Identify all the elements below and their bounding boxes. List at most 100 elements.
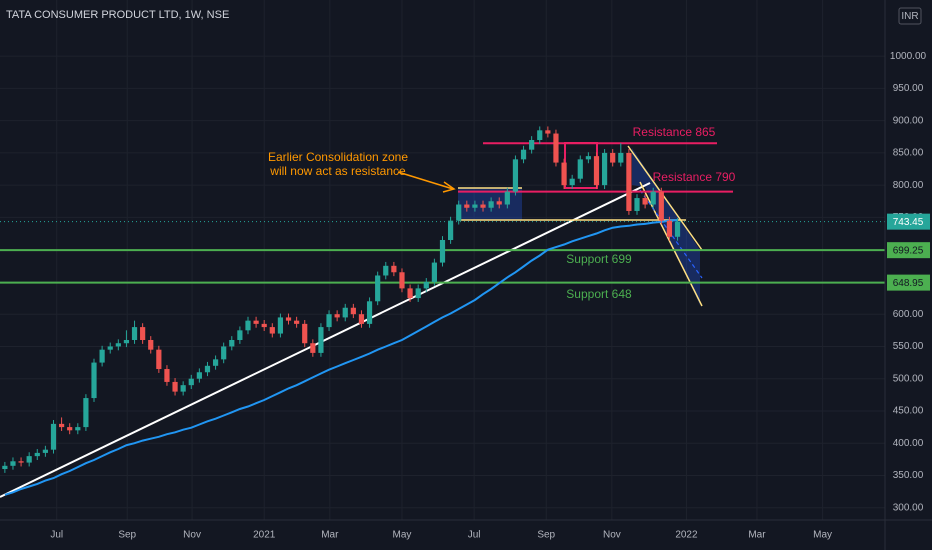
- x-tick-label: Mar: [321, 530, 339, 541]
- candle-body: [658, 191, 664, 221]
- candle-body: [642, 198, 648, 205]
- candle-body: [156, 349, 162, 370]
- candle-body: [99, 349, 105, 363]
- candle-body: [634, 198, 640, 211]
- candle-body: [34, 452, 40, 457]
- candle-body: [366, 301, 373, 324]
- candle-body: [269, 327, 275, 334]
- annotation: Earlier Consolidation zone: [268, 150, 408, 164]
- y-tick-label: 1000.00: [890, 51, 927, 62]
- candle-body: [480, 204, 486, 208]
- price-box-label: 699.25: [893, 245, 924, 256]
- price-box: [887, 242, 930, 259]
- candle-body: [350, 307, 356, 315]
- candle-body: [537, 130, 543, 140]
- candle-body: [42, 449, 48, 453]
- candle-body: [504, 191, 510, 205]
- y-tick-label: 600.00: [893, 309, 924, 320]
- x-tick-label: Nov: [183, 530, 201, 541]
- candle-body: [464, 204, 470, 208]
- price-box: [887, 213, 930, 230]
- candle-body: [601, 152, 608, 186]
- channel-lower: [639, 181, 703, 307]
- candle-body: [148, 340, 154, 350]
- x-tick-label: 2022: [675, 530, 698, 541]
- x-tick-label: Mar: [748, 530, 766, 541]
- y-tick-label: 900.00: [893, 115, 924, 126]
- candle-body: [67, 427, 73, 431]
- annotation: will now act as resistance: [269, 164, 406, 178]
- channel-upper: [627, 145, 703, 251]
- candle-body: [10, 461, 16, 466]
- candle-body: [123, 340, 130, 344]
- chart-title: TATA CONSUMER PRODUCT LTD, 1W, NSE: [6, 9, 229, 21]
- candle-body: [164, 369, 170, 382]
- candle-body: [358, 314, 365, 324]
- x-tick-label: May: [393, 530, 412, 541]
- y-tick-label: 300.00: [893, 502, 924, 513]
- x-tick-label: May: [813, 530, 832, 541]
- candle-body: [107, 346, 113, 350]
- candle-body: [75, 427, 81, 431]
- candle-body: [423, 281, 429, 289]
- candle-body: [407, 288, 413, 299]
- candle-body: [391, 265, 397, 273]
- candle-body: [326, 314, 332, 328]
- y-tick-label: 450.00: [893, 406, 924, 417]
- y-tick-label: 500.00: [893, 373, 924, 384]
- x-tick-label: Sep: [118, 530, 136, 541]
- candle-body: [666, 220, 673, 237]
- candle-body: [342, 307, 348, 318]
- y-tick-label: 850.00: [893, 148, 924, 159]
- candle-body: [221, 346, 227, 360]
- price-box: [887, 274, 930, 291]
- candle-body: [553, 133, 559, 163]
- candle-body: [229, 340, 235, 347]
- x-tick-label: Jul: [468, 530, 481, 541]
- level-label: Resistance 790: [653, 170, 736, 184]
- candle-body: [212, 359, 219, 366]
- level-label: Support 699: [566, 252, 632, 266]
- candle-body: [472, 204, 478, 208]
- moving-average: [4, 219, 678, 496]
- candle-body: [2, 465, 8, 470]
- candle-body: [91, 362, 97, 399]
- candle-body: [431, 262, 437, 282]
- candle-body: [456, 204, 462, 221]
- x-tick-label: Jul: [50, 530, 63, 541]
- candle-body: [180, 385, 186, 392]
- candle-body: [650, 191, 656, 205]
- candle-body: [294, 320, 300, 324]
- candle-body: [545, 130, 551, 134]
- candle-body: [277, 317, 284, 334]
- channel-mid: [639, 189, 703, 279]
- candle-body: [302, 323, 308, 344]
- candle-body: [204, 365, 211, 373]
- last-price-label: 743.45: [893, 217, 924, 228]
- candle-body: [577, 159, 583, 179]
- candle-body: [618, 152, 624, 163]
- candle-body: [439, 240, 446, 263]
- candle-body: [18, 461, 24, 463]
- candle-body: [196, 372, 202, 379]
- candle-body: [674, 221, 681, 237]
- price-box-label: 648.95: [893, 278, 924, 289]
- candle-body: [488, 201, 494, 208]
- currency-box: [898, 7, 922, 25]
- x-tick-label: Sep: [537, 530, 555, 541]
- candle-body: [561, 162, 567, 186]
- y-tick-label: 800.00: [893, 180, 924, 191]
- candle-body: [375, 275, 381, 302]
- candle-body: [334, 314, 340, 318]
- candle-body: [569, 178, 575, 186]
- trend-line: [0, 182, 651, 498]
- x-tick-label: Nov: [603, 530, 621, 541]
- candle-body: [529, 140, 535, 150]
- level-label: Support 648: [566, 287, 632, 301]
- y-tick-label: 950.00: [893, 83, 924, 94]
- candle-body: [253, 320, 259, 324]
- candle-body: [318, 327, 324, 353]
- candle-body: [261, 323, 267, 328]
